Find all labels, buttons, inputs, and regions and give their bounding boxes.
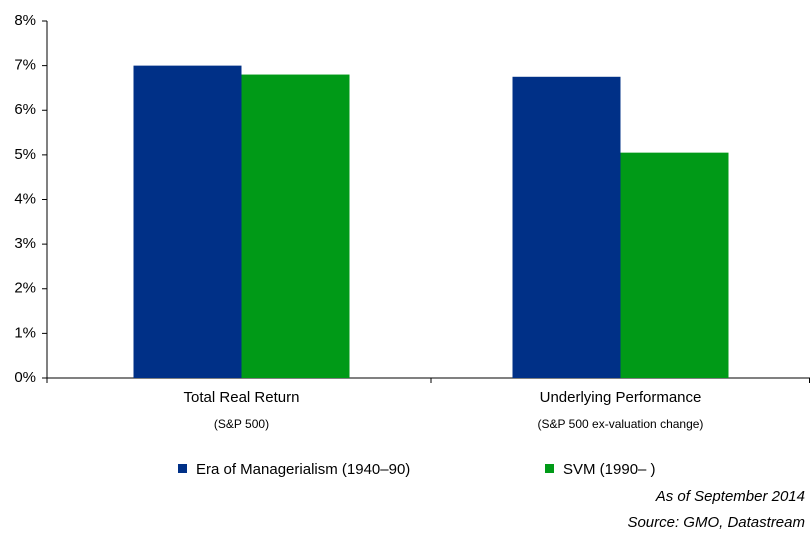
y-tick-label: 7% (14, 57, 36, 74)
x-tick-sublabel: (S&P 500) (214, 417, 269, 431)
x-tick-label: Total Real Return (184, 389, 300, 406)
bar (241, 74, 350, 379)
note: Source: GMO, Datastream (627, 514, 805, 531)
y-tick-label: 8% (14, 12, 36, 29)
y-tick-label: 4% (14, 190, 36, 207)
y-tick-label: 0% (14, 369, 36, 386)
y-tick-label: 3% (14, 235, 36, 252)
y-tick-label: 6% (14, 101, 36, 118)
y-tick-label: 2% (14, 280, 36, 297)
bar (133, 65, 242, 378)
y-tick-label: 5% (14, 146, 36, 163)
bar (620, 152, 729, 378)
x-tick-label: Underlying Performance (540, 389, 702, 406)
x-tick-sublabel: (S&P 500 ex-valuation change) (538, 417, 704, 431)
bar (512, 76, 621, 378)
legend-swatch (178, 464, 187, 473)
legend-label: SVM (1990– ) (563, 461, 656, 478)
legend-label: Era of Managerialism (1940–90) (196, 461, 410, 478)
y-tick-label: 1% (14, 324, 36, 341)
note: As of September 2014 (655, 488, 805, 505)
legend-swatch (545, 464, 554, 473)
